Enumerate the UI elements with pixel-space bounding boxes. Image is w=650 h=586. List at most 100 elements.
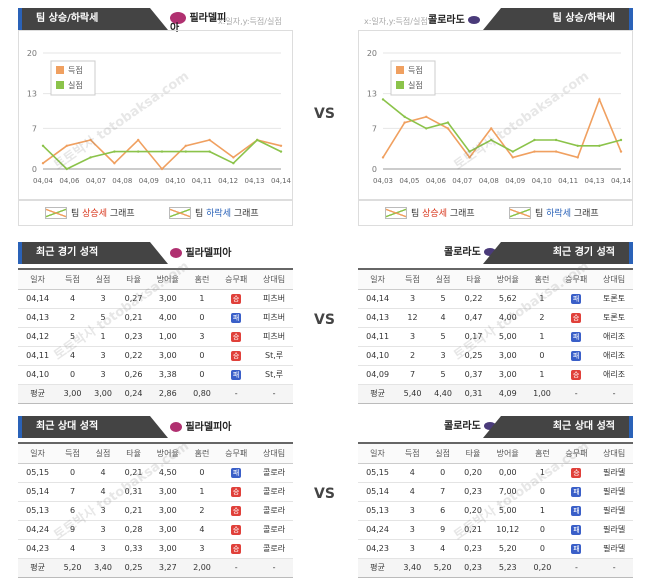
table-cell: 05,15 bbox=[358, 463, 398, 483]
table-cell: 3,00 bbox=[148, 539, 187, 559]
table-cell: 05,13 bbox=[18, 501, 58, 521]
data-point bbox=[65, 144, 68, 147]
table-cell: - bbox=[217, 558, 256, 578]
vs-label: VS bbox=[314, 312, 335, 328]
table-cell: 4 bbox=[427, 308, 459, 328]
table-cell: 0 bbox=[186, 365, 218, 385]
result-badge: 승 bbox=[231, 331, 242, 342]
data-point bbox=[184, 150, 187, 153]
column-header: 상대팀 bbox=[595, 268, 633, 290]
table-cell: 0,20 bbox=[457, 501, 489, 521]
data-point bbox=[184, 144, 187, 147]
trend-swatch-icon bbox=[509, 206, 531, 219]
table-cell: 0,37 bbox=[458, 365, 489, 385]
table-cell: 0,21 bbox=[118, 501, 149, 521]
rockies-logo-icon bbox=[468, 16, 481, 24]
table-cell: 3 bbox=[397, 539, 428, 559]
column-header: 일자 bbox=[18, 442, 58, 464]
table-cell: - bbox=[595, 558, 633, 578]
table-cell: 필라델 bbox=[595, 501, 633, 521]
table-cell: 0,27 bbox=[118, 289, 149, 309]
table-cell: 4 bbox=[427, 539, 458, 559]
left-recent-header: 최근 경기 성적 필라델피아 bbox=[18, 242, 293, 264]
table-row: 04,09 7 5 0,37 3,00 1 승 애리조 bbox=[358, 365, 633, 385]
right-trend-legend: 팀 상승세 그래프 팀 하락세 그래프 bbox=[358, 200, 633, 226]
legend-label-runs: 득점 bbox=[68, 65, 83, 75]
table-cell: 0,25 bbox=[118, 558, 149, 578]
x-tick-label: 04,04 bbox=[33, 177, 54, 185]
table-row: 04,12 5 1 0,23 1,00 3 승 피츠버 bbox=[18, 327, 293, 347]
table-cell: 평균 bbox=[18, 384, 58, 404]
data-point bbox=[446, 127, 450, 130]
table-row: 05,14 7 4 0,31 3,00 1 승 콜로라 bbox=[18, 482, 293, 502]
column-header: 홈런 bbox=[186, 268, 218, 290]
table-cell: 3,00 bbox=[148, 520, 187, 540]
left-h2h-header: 최근 상대 성적 필라델피아 bbox=[18, 416, 293, 438]
result-badge: 승 bbox=[231, 505, 242, 516]
result-badge: 패 bbox=[571, 505, 582, 516]
left-line-chart-svg: 0 7 13 20 04,04 04,06 04,07 04,08 04,09 04,10 04,1… bbox=[27, 49, 292, 185]
x-tick-label: 04,11 bbox=[192, 177, 212, 185]
table-cell: 4 bbox=[57, 346, 88, 366]
data-point bbox=[137, 150, 140, 153]
table-cell: 1 bbox=[526, 327, 558, 347]
data-point bbox=[468, 156, 471, 159]
table-row: 04,11 3 5 0,17 5,00 1 패 애리조 bbox=[358, 327, 633, 347]
table-cell: 04,14 bbox=[358, 289, 398, 309]
table-cell: 7 bbox=[57, 482, 88, 502]
table-cell: 3,00 bbox=[488, 365, 527, 385]
table-cell: 5,40 bbox=[397, 384, 428, 404]
x-tick-label: 04,08 bbox=[112, 177, 132, 185]
data-point bbox=[619, 150, 623, 153]
table-cell: 3 bbox=[87, 539, 119, 559]
data-point bbox=[41, 144, 45, 147]
table-cell: 7 bbox=[427, 482, 458, 502]
table-cell: St,루 bbox=[255, 365, 293, 385]
table-cell: 피츠버 bbox=[255, 289, 293, 309]
table-cell: 5 bbox=[427, 289, 459, 309]
table-cell: 05,13 bbox=[358, 501, 398, 521]
table-cell: 0,21 bbox=[118, 308, 149, 328]
table-cell: - bbox=[255, 384, 293, 404]
table-cell: 패 bbox=[557, 501, 596, 521]
table-cell: 4 bbox=[87, 463, 119, 483]
table-cell: 1 bbox=[527, 463, 558, 483]
trend-title: 팀 상승/하락세 bbox=[483, 8, 633, 30]
data-point bbox=[160, 167, 164, 171]
right-line-chart-svg: 0 7 13 20 04,03 04,05 04,06 04,07 04,08 04,09 04,1… bbox=[367, 49, 632, 185]
table-cell: 3,27 bbox=[148, 558, 187, 578]
y-tick-label: 13 bbox=[367, 90, 377, 99]
data-point bbox=[511, 150, 515, 153]
table-cell: 04,10 bbox=[18, 365, 58, 385]
table-cell: 1,00 bbox=[148, 327, 187, 347]
x-tick-label: 04,14 bbox=[271, 177, 292, 185]
legend-label-allowed: 실점 bbox=[408, 80, 423, 90]
table-cell: 0 bbox=[526, 346, 558, 366]
x-tick-label: 04,07 bbox=[452, 177, 472, 185]
right-h2h-table: 일자 득점 실점 타율 방어율 홈런 승무패 상대팀 05,15 4 0 0,20 0,00 1 승 필라델 0… bbox=[358, 442, 633, 578]
table-cell: - bbox=[595, 384, 633, 404]
result-badge: 승 bbox=[231, 524, 242, 535]
table-cell: 2,00 bbox=[186, 558, 218, 578]
table-cell: 3,38 bbox=[148, 365, 187, 385]
table-cell: 3,00 bbox=[87, 384, 119, 404]
column-header: 홈런 bbox=[527, 442, 558, 464]
data-point bbox=[232, 156, 235, 159]
vs-label: VS bbox=[314, 486, 335, 502]
result-badge: 승 bbox=[231, 543, 242, 554]
column-header: 타율 bbox=[457, 442, 489, 464]
rockies-logo-icon bbox=[484, 422, 497, 430]
axis-note: x:일자,y:득점/실점 bbox=[364, 17, 428, 26]
column-header: 득점 bbox=[397, 442, 428, 464]
table-cell: 5 bbox=[57, 327, 88, 347]
table-cell: 3,00 bbox=[148, 346, 187, 366]
table-cell: 0,20 bbox=[457, 463, 489, 483]
column-header: 방어율 bbox=[488, 268, 527, 290]
table-cell: 3,00 bbox=[57, 384, 88, 404]
table-row: 04,11 4 3 0,22 3,00 0 승 St,루 bbox=[18, 346, 293, 366]
table-cell: - bbox=[557, 384, 596, 404]
data-point bbox=[113, 162, 116, 165]
table-cell: 콜로라 bbox=[255, 463, 293, 483]
column-header: 타율 bbox=[458, 268, 489, 290]
legend-swatch-runs bbox=[56, 66, 64, 74]
